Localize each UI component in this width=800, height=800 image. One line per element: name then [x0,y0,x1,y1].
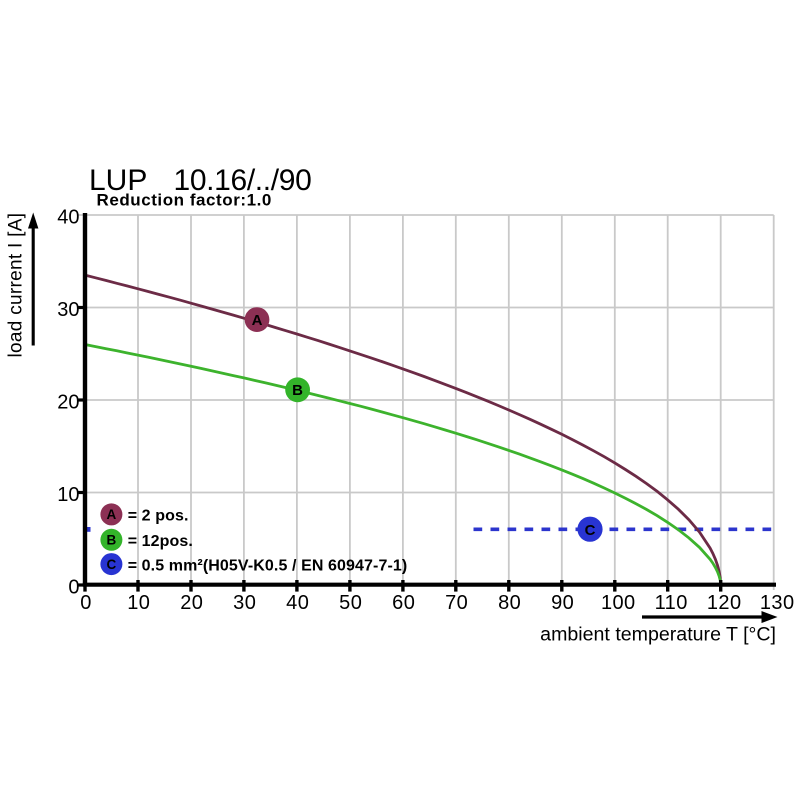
svg-text:B: B [107,533,117,548]
svg-text:= 0.5 mm²(H05V-K0.5 / EN 60947: = 0.5 mm²(H05V-K0.5 / EN 60947-7-1) [128,557,408,574]
svg-text:30: 30 [57,299,79,321]
svg-text:50: 50 [339,592,362,614]
svg-text:20: 20 [180,592,203,614]
svg-text:40: 40 [57,207,79,229]
svg-text:0: 0 [68,577,79,599]
svg-text:A: A [252,312,263,329]
svg-text:70: 70 [445,592,468,614]
svg-text:Reduction factor:1.0: Reduction factor:1.0 [97,191,272,210]
svg-text:80: 80 [498,592,521,614]
svg-text:60: 60 [392,592,415,614]
svg-text:= 12pos.: = 12pos. [128,533,193,550]
svg-text:120: 120 [707,592,742,614]
svg-text:C: C [585,522,596,539]
svg-text:= 2 pos.: = 2 pos. [128,508,189,525]
svg-text:100: 100 [601,592,636,614]
svg-text:30: 30 [233,592,256,614]
svg-text:130: 130 [760,592,795,614]
svg-text:10: 10 [57,484,79,506]
svg-text:10.16/../90: 10.16/../90 [174,164,312,197]
svg-text:LUP: LUP [89,164,147,197]
svg-text:0: 0 [80,592,92,614]
svg-text:40: 40 [286,592,309,614]
svg-text:C: C [107,557,117,572]
svg-text:10: 10 [127,592,150,614]
svg-text:load current I [A]: load current I [A] [6,213,27,358]
svg-text:A: A [107,507,117,522]
svg-text:110: 110 [655,592,688,614]
svg-text:B: B [292,382,303,399]
svg-text:90: 90 [551,592,574,614]
svg-text:20: 20 [57,392,79,414]
svg-text:ambient temperature T [°C]: ambient temperature T [°C] [540,624,776,646]
